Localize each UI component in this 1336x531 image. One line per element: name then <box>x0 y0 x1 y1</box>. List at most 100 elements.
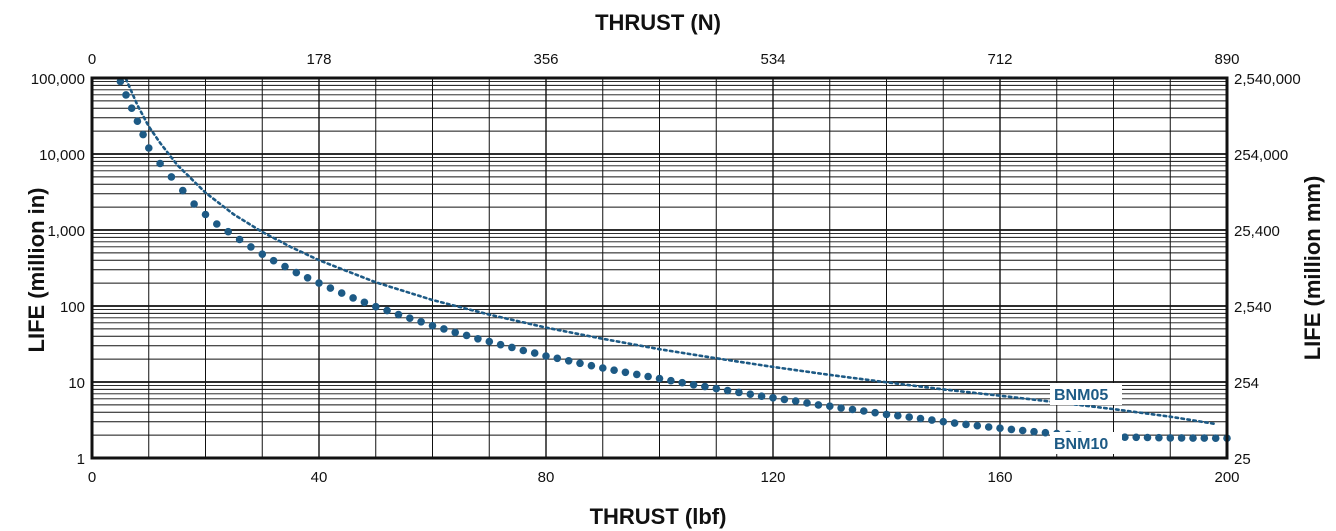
data-point-bnm10 <box>127 104 136 112</box>
data-point-bnm10 <box>712 384 721 393</box>
y-tick-label: 100 <box>60 299 85 316</box>
data-point-bnm10 <box>508 343 516 352</box>
right-y-tick-label: 25,400 <box>1234 223 1280 240</box>
data-point-bnm10 <box>428 321 437 330</box>
plot-frame <box>90 76 1229 460</box>
series-label-bnm10: BNM10 <box>1050 432 1122 454</box>
data-point-bnm10 <box>962 420 970 429</box>
data-point-bnm10 <box>190 200 198 208</box>
data-point-bnm10 <box>905 413 913 421</box>
x-tick-label: 120 <box>760 469 785 486</box>
data-point-bnm10 <box>258 250 267 258</box>
data-point-bnm10 <box>303 274 312 282</box>
x-tick-label: 40 <box>311 469 328 486</box>
data-point-bnm10 <box>179 186 187 195</box>
data-point-bnm10 <box>871 408 879 417</box>
data-point-bnm10 <box>417 318 425 326</box>
data-point-bnm10 <box>894 411 902 420</box>
data-point-bnm10 <box>474 335 482 343</box>
data-point-bnm10 <box>610 366 618 375</box>
data-point-bnm10 <box>1177 434 1186 442</box>
data-point-bnm10 <box>780 395 789 404</box>
data-point-bnm10 <box>519 346 528 355</box>
data-point-bnm10 <box>939 417 948 426</box>
data-point-bnm10 <box>292 268 301 277</box>
data-point-bnm10 <box>1121 433 1129 442</box>
data-point-bnm10 <box>860 407 868 415</box>
data-point-bnm10 <box>383 306 391 315</box>
top-x-tick-label: 890 <box>1214 51 1239 68</box>
data-point-bnm10 <box>769 394 777 402</box>
data-point-bnm10 <box>462 331 471 340</box>
data-point-bnm10 <box>145 144 153 152</box>
tick-labels: 0 40 80 120 160 200 0 178 356 534 712 890 1 10 100 1,00… <box>31 51 1301 486</box>
data-point-bnm10 <box>723 386 732 395</box>
data-point-bnm10 <box>814 401 823 409</box>
data-point-bnm10 <box>530 349 539 357</box>
data-point-bnm10 <box>485 337 494 346</box>
data-point-bnm10 <box>116 77 125 86</box>
data-point-bnm10 <box>496 340 505 349</box>
top-x-tick-label: 712 <box>987 51 1012 68</box>
data-point-bnm10 <box>224 227 232 236</box>
data-point-bnm10 <box>326 284 335 292</box>
right-y-tick-label: 2,540,000 <box>1234 71 1301 88</box>
y-tick-label: 1,000 <box>47 223 85 240</box>
right-y-axis-title: LIFE (million mm) <box>1300 176 1325 361</box>
y-tick-label: 10 <box>68 375 85 392</box>
data-point-bnm10 <box>201 210 210 219</box>
data-point-bnm10 <box>882 410 891 419</box>
grid <box>92 78 1227 458</box>
data-point-bnm10 <box>644 372 652 381</box>
data-point-bnm10 <box>213 220 221 228</box>
data-point-bnm10 <box>1007 425 1016 434</box>
series-layer <box>116 77 1231 443</box>
data-point-bnm10 <box>826 402 834 411</box>
data-point-bnm10 <box>599 364 607 372</box>
data-point-bnm10 <box>406 314 414 323</box>
data-point-bnm10 <box>984 423 993 431</box>
data-point-bnm10 <box>133 117 142 125</box>
data-point-bnm10 <box>633 370 641 379</box>
data-point-bnm10 <box>349 294 357 302</box>
series-label-bnm05: BNM05 <box>1050 383 1122 405</box>
data-point-bnm10 <box>587 361 596 370</box>
data-point-bnm10 <box>950 419 959 427</box>
x-tick-label: 200 <box>1214 469 1239 486</box>
y-tick-label: 100,000 <box>31 71 85 88</box>
data-point-bnm10 <box>928 416 936 424</box>
top-x-tick-label: 356 <box>533 51 558 68</box>
svg-text:BNM05: BNM05 <box>1054 387 1108 404</box>
data-point-bnm10 <box>156 159 164 168</box>
right-y-tick-label: 25 <box>1234 451 1251 468</box>
data-point-bnm10 <box>337 289 346 297</box>
data-point-bnm10 <box>1155 433 1163 442</box>
data-point-bnm10 <box>667 376 675 385</box>
data-point-bnm10 <box>247 243 255 251</box>
data-point-bnm10 <box>1211 434 1220 443</box>
data-point-bnm10 <box>689 381 698 389</box>
data-point-bnm10 <box>837 404 845 412</box>
data-point-bnm10 <box>360 298 369 307</box>
y-axis-title: LIFE (million in) <box>24 188 49 353</box>
data-point-bnm10 <box>848 405 857 414</box>
series-line-bnm05 <box>124 77 1217 426</box>
y-tick-label: 1 <box>77 451 85 468</box>
data-point-bnm10 <box>1030 427 1038 436</box>
data-point-bnm10 <box>655 374 664 383</box>
top-x-axis-title: THRUST (N) <box>595 10 721 35</box>
right-y-tick-label: 254 <box>1234 375 1259 392</box>
x-tick-label: 80 <box>538 469 555 486</box>
data-point-bnm10 <box>235 235 244 244</box>
data-point-bnm10 <box>167 173 176 181</box>
data-point-bnm10 <box>576 359 584 368</box>
top-x-tick-label: 0 <box>88 51 96 68</box>
data-point-bnm10 <box>1132 433 1140 442</box>
data-point-bnm10 <box>553 354 562 363</box>
top-x-tick-label: 534 <box>760 51 785 68</box>
x-tick-label: 0 <box>88 469 96 486</box>
data-point-bnm10 <box>1143 433 1152 442</box>
data-point-bnm10 <box>1200 434 1209 442</box>
data-point-bnm10 <box>440 325 448 333</box>
